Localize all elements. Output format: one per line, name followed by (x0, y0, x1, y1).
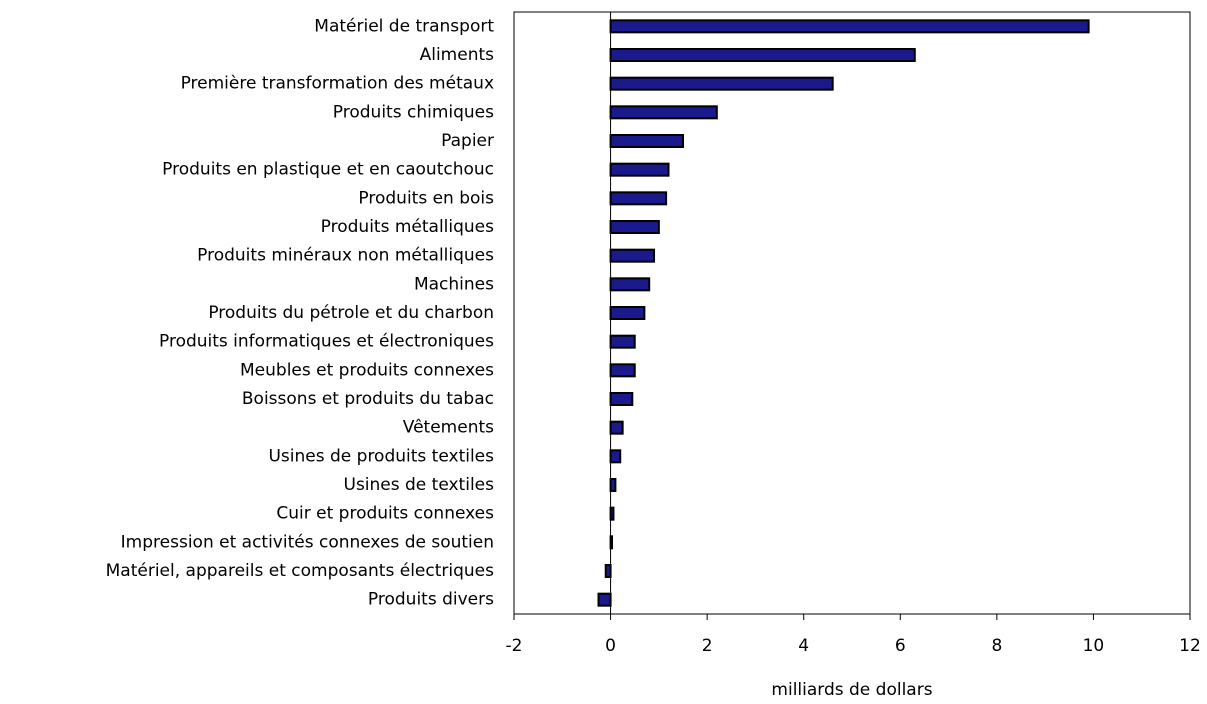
y-tick-label: Meubles et produits connexes (240, 360, 494, 380)
bar (609, 162, 670, 177)
y-tick-label: Papier (441, 131, 494, 151)
bar (609, 105, 718, 120)
bar (609, 306, 646, 320)
bar (604, 564, 612, 578)
x-tick-label: -2 (506, 636, 523, 656)
y-tick-label: Impression et activités connexes de sout… (121, 532, 494, 552)
y-tick-label: Produits chimiques (333, 102, 494, 122)
plot-frame (513, 11, 1191, 615)
y-tick-label: Produits minéraux non métalliques (197, 246, 494, 266)
x-tick-label: 4 (798, 636, 809, 656)
bar (609, 134, 684, 148)
x-tick-label: 8 (991, 636, 1002, 656)
bar (609, 248, 656, 263)
y-tick-label: Première transformation des métaux (181, 74, 494, 94)
y-tick-label: Produits informatiques et électroniques (159, 332, 494, 352)
bar (609, 334, 636, 349)
y-tick-label: Usines de produits textiles (268, 446, 494, 466)
x-tick-label: 2 (702, 636, 713, 656)
y-tick-label: Matériel de transport (314, 16, 494, 36)
bar (609, 277, 651, 292)
y-tick-label: Produits en plastique et en caoutchouc (162, 160, 494, 180)
y-tick-label: Produits métalliques (321, 217, 494, 237)
y-tick-label: Boissons et produits du tabac (242, 389, 494, 409)
bar (609, 19, 1090, 34)
y-tick-label: Produits du pétrole et du charbon (208, 303, 494, 323)
bar (609, 220, 660, 234)
x-tick-label: 10 (1083, 636, 1105, 656)
bar (609, 392, 634, 406)
x-tick-label: 0 (605, 636, 616, 656)
y-tick-label: Matériel, appareils et composants électr… (106, 561, 495, 581)
x-axis-label: milliards de dollars (771, 680, 932, 700)
bar (609, 420, 624, 435)
bar (609, 478, 617, 492)
bar (597, 592, 612, 607)
bar (609, 449, 622, 464)
y-tick-label: Cuir et produits connexes (276, 504, 494, 524)
y-tick-label: Machines (414, 274, 494, 294)
y-tick-label: Usines de textiles (344, 475, 495, 495)
bar (609, 48, 916, 62)
y-tick-label: Produits divers (368, 590, 494, 610)
x-tick-label: 6 (895, 636, 906, 656)
bar (609, 76, 834, 91)
y-tick-label: Vêtements (403, 418, 494, 438)
y-tick-label: Produits en bois (358, 188, 494, 208)
y-tick-label: Aliments (420, 45, 495, 65)
bar (609, 363, 636, 378)
bar (609, 191, 668, 206)
x-tick-label: 12 (1179, 636, 1201, 656)
